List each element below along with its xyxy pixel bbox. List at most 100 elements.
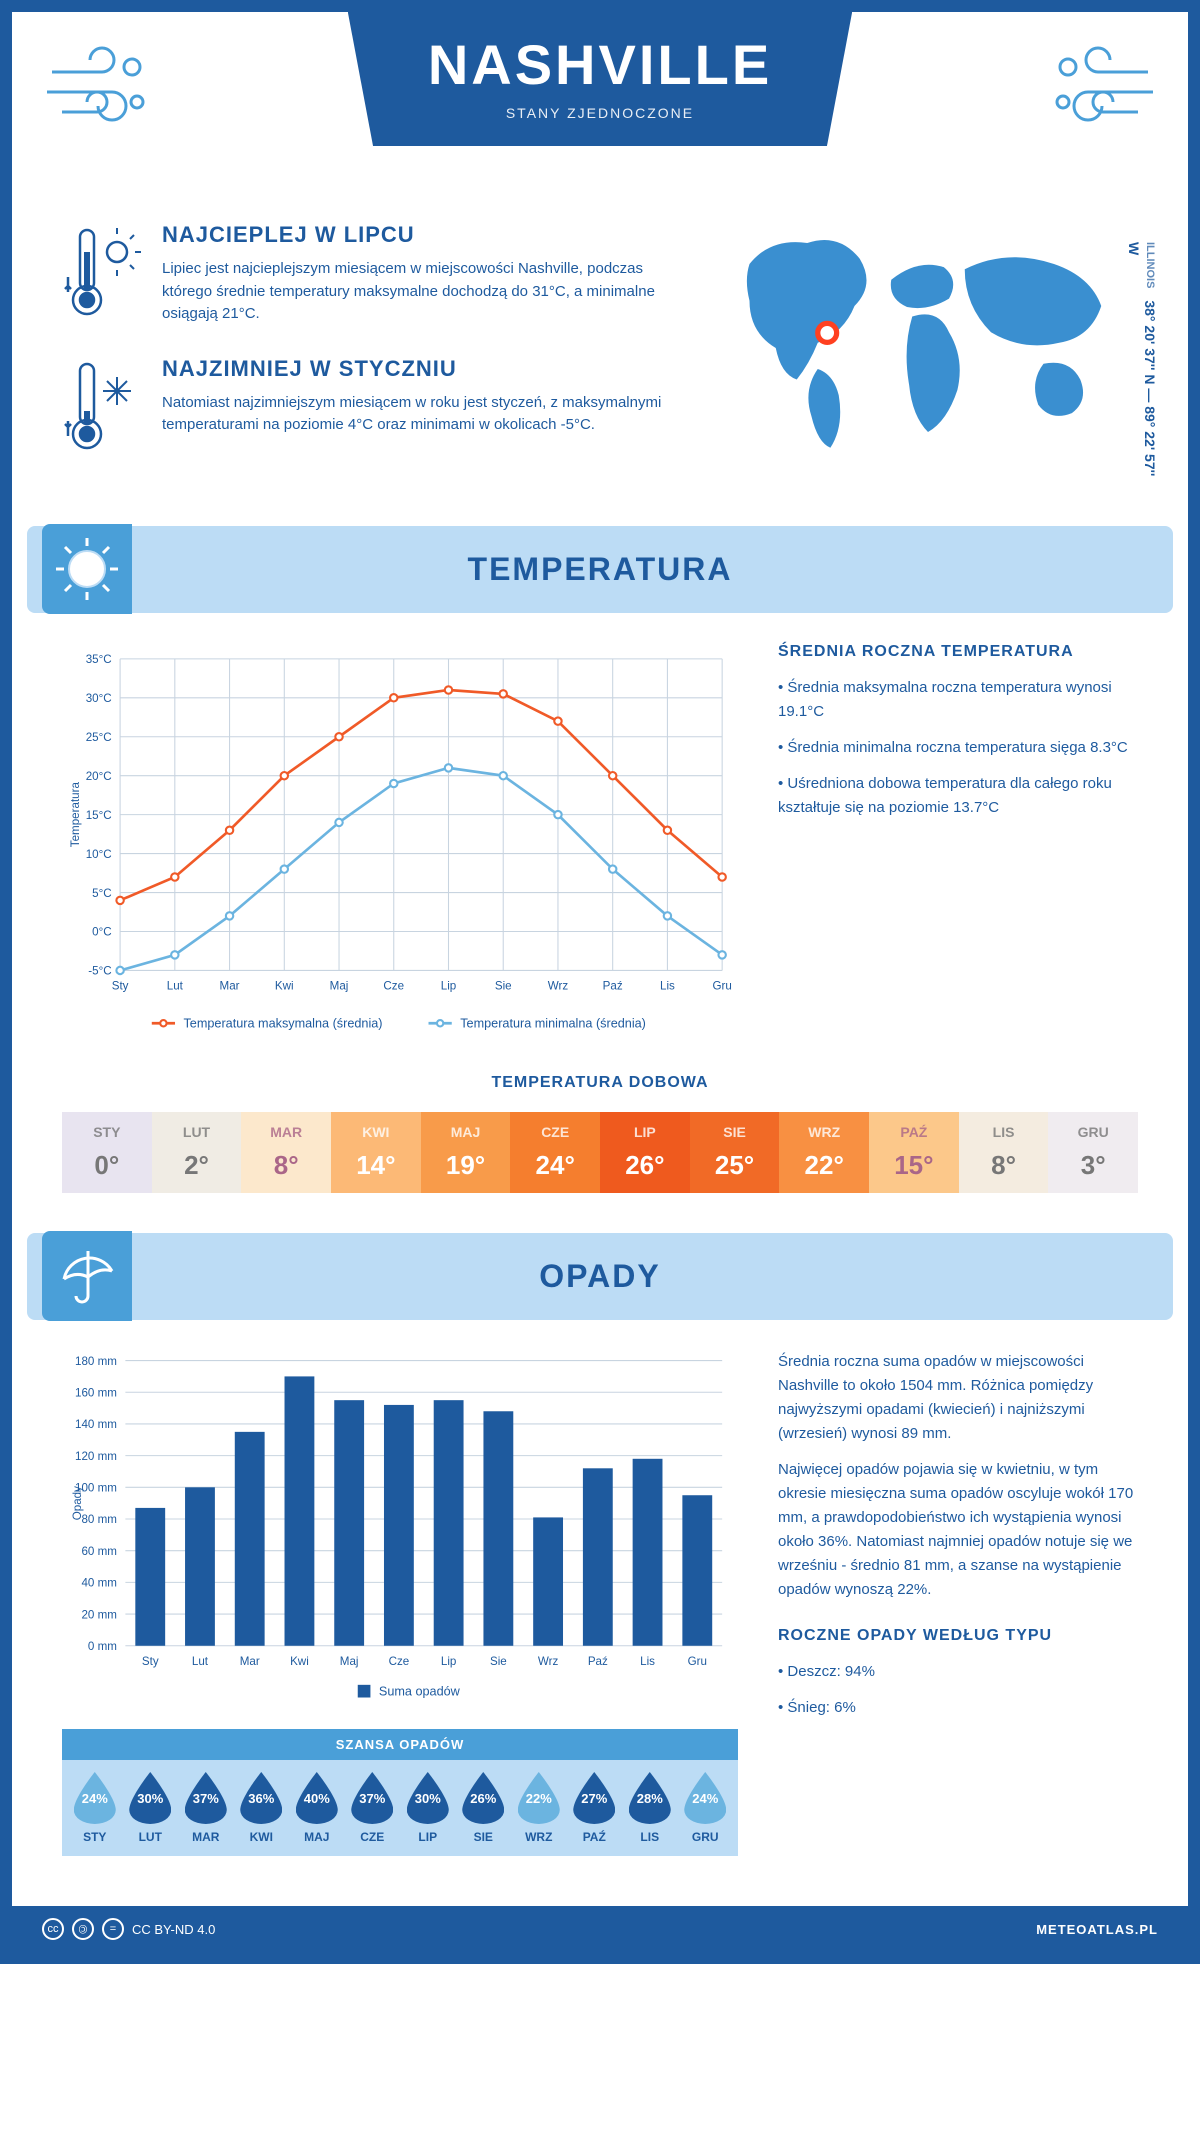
drop-icon: 37%	[185, 1772, 227, 1824]
sun-icon	[42, 524, 132, 614]
thermometer-hot-icon	[62, 222, 142, 322]
svg-text:Suma opadów: Suma opadów	[379, 1684, 461, 1698]
drop-icon: 28%	[629, 1772, 671, 1824]
svg-text:Lip: Lip	[441, 1655, 457, 1668]
svg-text:25°C: 25°C	[86, 730, 112, 743]
daily-temp-cell: STY0°	[62, 1112, 152, 1193]
temp-bullet: • Uśredniona dobowa temperatura dla całe…	[778, 772, 1138, 820]
svg-text:Gru: Gru	[712, 979, 731, 992]
drop-icon: 24%	[684, 1772, 726, 1824]
svg-text:-5°C: -5°C	[88, 964, 111, 977]
precip-type-title: ROCZNE OPADY WEDŁUG TYPU	[778, 1627, 1138, 1645]
footer: cc 🄯 = CC BY-ND 4.0 METEOATLAS.PL	[12, 1906, 1188, 1952]
avg-temp-title: ŚREDNIA ROCZNA TEMPERATURA	[778, 643, 1138, 661]
precip-chance-cell: 40% MAJ	[289, 1772, 345, 1844]
svg-text:Lut: Lut	[167, 979, 184, 992]
svg-text:Temperatura maksymalna (średni: Temperatura maksymalna (średnia)	[183, 1016, 382, 1030]
drop-icon: 26%	[462, 1772, 504, 1824]
daily-temp-cell: KWI14°	[331, 1112, 421, 1193]
precip-chance-cell: 37% MAR	[178, 1772, 234, 1844]
svg-text:80 mm: 80 mm	[81, 1513, 116, 1526]
city-title: NASHVILLE	[428, 32, 772, 97]
svg-text:15°C: 15°C	[86, 808, 112, 821]
svg-text:Sty: Sty	[112, 979, 129, 992]
svg-text:5°C: 5°C	[92, 886, 111, 899]
intro-section: NAJCIEPLEJ W LIPCU Lipiec jest najcieple…	[12, 192, 1188, 526]
daily-temperature: TEMPERATURA DOBOWA STY0° LUT2° MAR8° KWI…	[12, 1074, 1188, 1233]
precip-chance-cell: 24% GRU	[678, 1772, 734, 1844]
license-text: CC BY-ND 4.0	[132, 1922, 215, 1937]
svg-text:Temperatura: Temperatura	[69, 781, 82, 847]
svg-text:35°C: 35°C	[86, 653, 112, 666]
precip-chance-table: SZANSA OPADÓW 24% STY 30% LUT 37% MAR 36…	[62, 1729, 738, 1856]
precip-chance-cell: 30% LUT	[123, 1772, 179, 1844]
svg-text:Gru: Gru	[688, 1655, 707, 1668]
license: cc 🄯 = CC BY-ND 4.0	[42, 1918, 215, 1940]
svg-text:Lip: Lip	[441, 979, 457, 992]
svg-text:Mar: Mar	[220, 979, 240, 992]
state-label: ILLINOIS	[1144, 242, 1156, 288]
precip-text-1: Średnia roczna suma opadów w miejscowośc…	[778, 1350, 1138, 1446]
svg-text:Sty: Sty	[142, 1655, 159, 1668]
country-subtitle: STANY ZJEDNOCZONE	[428, 105, 772, 121]
site-name: METEOATLAS.PL	[1036, 1922, 1158, 1937]
svg-text:Cze: Cze	[389, 1655, 410, 1668]
daily-temp-cell: MAR8°	[241, 1112, 331, 1193]
drop-icon: 30%	[129, 1772, 171, 1824]
daily-temp-cell: CZE24°	[510, 1112, 600, 1193]
precip-type-bullet: • Deszcz: 94%	[778, 1660, 1138, 1684]
precip-chance-title: SZANSA OPADÓW	[62, 1729, 738, 1760]
temp-bullet: • Średnia maksymalna roczna temperatura …	[778, 676, 1138, 724]
temp-bullet: • Średnia minimalna roczna temperatura s…	[778, 736, 1138, 760]
precip-text-2: Najwięcej opadów pojawia się w kwietniu,…	[778, 1458, 1138, 1602]
svg-text:160 mm: 160 mm	[75, 1386, 117, 1399]
cc-icon: cc	[42, 1918, 64, 1940]
wind-icon	[42, 42, 152, 132]
svg-text:Maj: Maj	[330, 979, 349, 992]
daily-temp-title: TEMPERATURA DOBOWA	[62, 1074, 1138, 1092]
temperature-chart: -5°C0°C5°C10°C15°C20°C25°C30°C35°CStyLut…	[62, 643, 738, 1044]
svg-text:30°C: 30°C	[86, 692, 112, 705]
precip-chance-cell: 27% PAŹ	[567, 1772, 623, 1844]
svg-text:Cze: Cze	[383, 979, 404, 992]
coldest-text: Natomiast najzimniejszym miesiącem w rok…	[162, 392, 678, 437]
svg-text:0 mm: 0 mm	[88, 1640, 117, 1653]
svg-text:0°C: 0°C	[92, 925, 111, 938]
daily-temp-cell: GRU3°	[1048, 1112, 1138, 1193]
umbrella-icon	[42, 1231, 132, 1321]
nd-icon: =	[102, 1918, 124, 1940]
svg-text:20°C: 20°C	[86, 769, 112, 782]
by-icon: 🄯	[72, 1918, 94, 1940]
svg-text:Lis: Lis	[660, 979, 675, 992]
precip-chance-cell: 36% KWI	[234, 1772, 290, 1844]
svg-text:180 mm: 180 mm	[75, 1355, 117, 1368]
temperature-heading: TEMPERATURA	[27, 526, 1173, 613]
coldest-block: NAJZIMNIEJ W STYCZNIU Natomiast najzimni…	[62, 356, 678, 456]
wind-icon	[1048, 42, 1158, 132]
hottest-title: NAJCIEPLEJ W LIPCU	[162, 222, 678, 248]
svg-text:Sie: Sie	[495, 979, 512, 992]
svg-text:Paź: Paź	[603, 979, 623, 992]
coldest-title: NAJZIMNIEJ W STYCZNIU	[162, 356, 678, 382]
svg-text:Wrz: Wrz	[548, 979, 569, 992]
svg-text:Lis: Lis	[640, 1655, 655, 1668]
header: NASHVILLE STANY ZJEDNOCZONE	[12, 12, 1188, 192]
daily-temp-cell: LUT2°	[152, 1112, 242, 1193]
precipitation-summary: Średnia roczna suma opadów w miejscowośc…	[778, 1350, 1138, 1876]
daily-temp-cell: PAŹ15°	[869, 1112, 959, 1193]
svg-text:120 mm: 120 mm	[75, 1450, 117, 1463]
drop-icon: 40%	[296, 1772, 338, 1824]
thermometer-cold-icon	[62, 356, 142, 456]
daily-temp-cell: WRZ22°	[779, 1112, 869, 1193]
svg-text:40 mm: 40 mm	[81, 1576, 116, 1589]
precip-chance-cell: 28% LIS	[622, 1772, 678, 1844]
precip-chance-cell: 37% CZE	[345, 1772, 401, 1844]
drop-icon: 30%	[407, 1772, 449, 1824]
precip-chance-cell: 26% SIE	[456, 1772, 512, 1844]
svg-text:Lut: Lut	[192, 1655, 209, 1668]
drop-icon: 22%	[518, 1772, 560, 1824]
daily-temp-cell: LIS8°	[959, 1112, 1049, 1193]
daily-temp-cell: SIE25°	[690, 1112, 780, 1193]
svg-text:Kwi: Kwi	[275, 979, 294, 992]
drop-icon: 37%	[351, 1772, 393, 1824]
